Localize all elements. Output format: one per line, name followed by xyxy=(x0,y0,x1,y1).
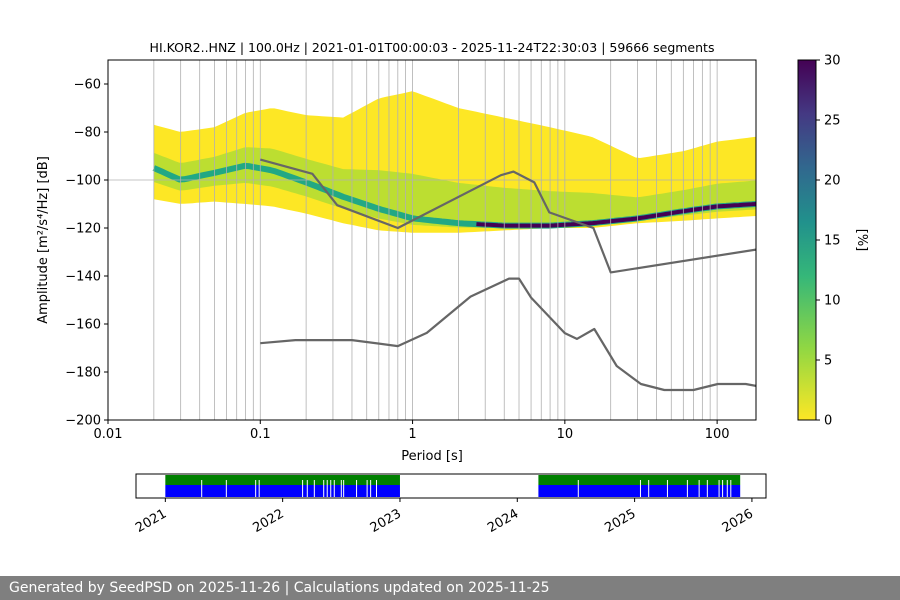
y-tick-label: −60 xyxy=(74,78,101,93)
noise-model-lines xyxy=(260,158,756,392)
colorbar-gradient xyxy=(798,60,816,420)
timeline-coverage-bars xyxy=(165,475,741,497)
x-tick-label: 1 xyxy=(408,427,416,442)
x-axis-label: Period [s] xyxy=(401,449,463,464)
y-tick-label: −80 xyxy=(74,126,101,141)
timeline-blue-bar xyxy=(538,485,741,497)
colorbar-tick-label: 20 xyxy=(824,174,841,189)
series-line-nhnm xyxy=(260,158,756,274)
timeline-tick-label: 2026 xyxy=(720,506,756,536)
x-axis-ticks: 0.01 0.1 1 10 100 xyxy=(94,420,730,442)
colorbar: 0 5 10 15 20 25 30 [%] xyxy=(797,54,869,429)
y-tick-label: −100 xyxy=(65,174,101,189)
grid xyxy=(108,60,756,420)
y-tick-label: −160 xyxy=(65,318,101,333)
colorbar-tick-label: 30 xyxy=(824,54,841,69)
x-tick-label: 100 xyxy=(705,427,730,442)
x-tick-label: 0.1 xyxy=(250,427,271,442)
colorbar-tick-label: 15 xyxy=(824,234,841,249)
y-tick-label: −180 xyxy=(65,366,101,381)
y-tick-label: −140 xyxy=(65,270,101,285)
y-tick-label: −120 xyxy=(65,222,101,237)
timeline-blue-bar xyxy=(165,485,400,497)
colorbar-tick-label: 10 xyxy=(824,294,841,309)
timeline-tick-label: 2024 xyxy=(485,506,521,536)
density-band xyxy=(152,91,756,233)
psd-figure: HI.KOR2..HNZ | 100.0Hz | 2021-01-01T00:0… xyxy=(36,40,869,536)
colorbar-label: [%] xyxy=(854,229,869,252)
timeline-tick-label: 2022 xyxy=(250,506,286,536)
timeline-tick-label: 2023 xyxy=(368,506,404,536)
colorbar-tick-label: 25 xyxy=(824,114,841,129)
colorbar-tick-label: 0 xyxy=(824,414,832,429)
timeline-tick-label: 2025 xyxy=(602,506,638,536)
colorbar-tick-label: 5 xyxy=(824,354,832,369)
timeline-green-bar xyxy=(165,475,400,485)
x-tick-label: 0.01 xyxy=(94,427,123,442)
timeline-ticks: 2021 2022 2023 2024 2025 2026 xyxy=(133,498,756,536)
data-availability-timeline: 2021 2022 2023 2024 2025 2026 xyxy=(133,473,767,536)
x-tick-label: 10 xyxy=(557,427,574,442)
footer-bar: Generated by SeedPSD on 2025-11-26 | Cal… xyxy=(0,576,900,600)
density-mid-region xyxy=(153,147,756,228)
series-line-nlnm xyxy=(260,277,756,392)
plot-frame xyxy=(107,59,757,421)
chart-title: HI.KOR2..HNZ | 100.0Hz | 2021-01-01T00:0… xyxy=(150,40,715,55)
y-axis-label: Amplitude [m²/s⁴/Hz] [dB] xyxy=(36,156,51,324)
y-tick-label: −200 xyxy=(65,414,101,429)
y-axis-ticks: −200 −180 −160 −140 −120 −100 −80 −60 xyxy=(65,78,108,429)
footer-text: Generated by SeedPSD on 2025-11-26 | Cal… xyxy=(9,580,550,596)
timeline-green-bar xyxy=(538,475,741,485)
density-mode-peak xyxy=(476,202,756,228)
colorbar-ticks: 0 5 10 15 20 25 30 xyxy=(816,54,841,429)
timeline-tick-label: 2021 xyxy=(133,506,169,536)
